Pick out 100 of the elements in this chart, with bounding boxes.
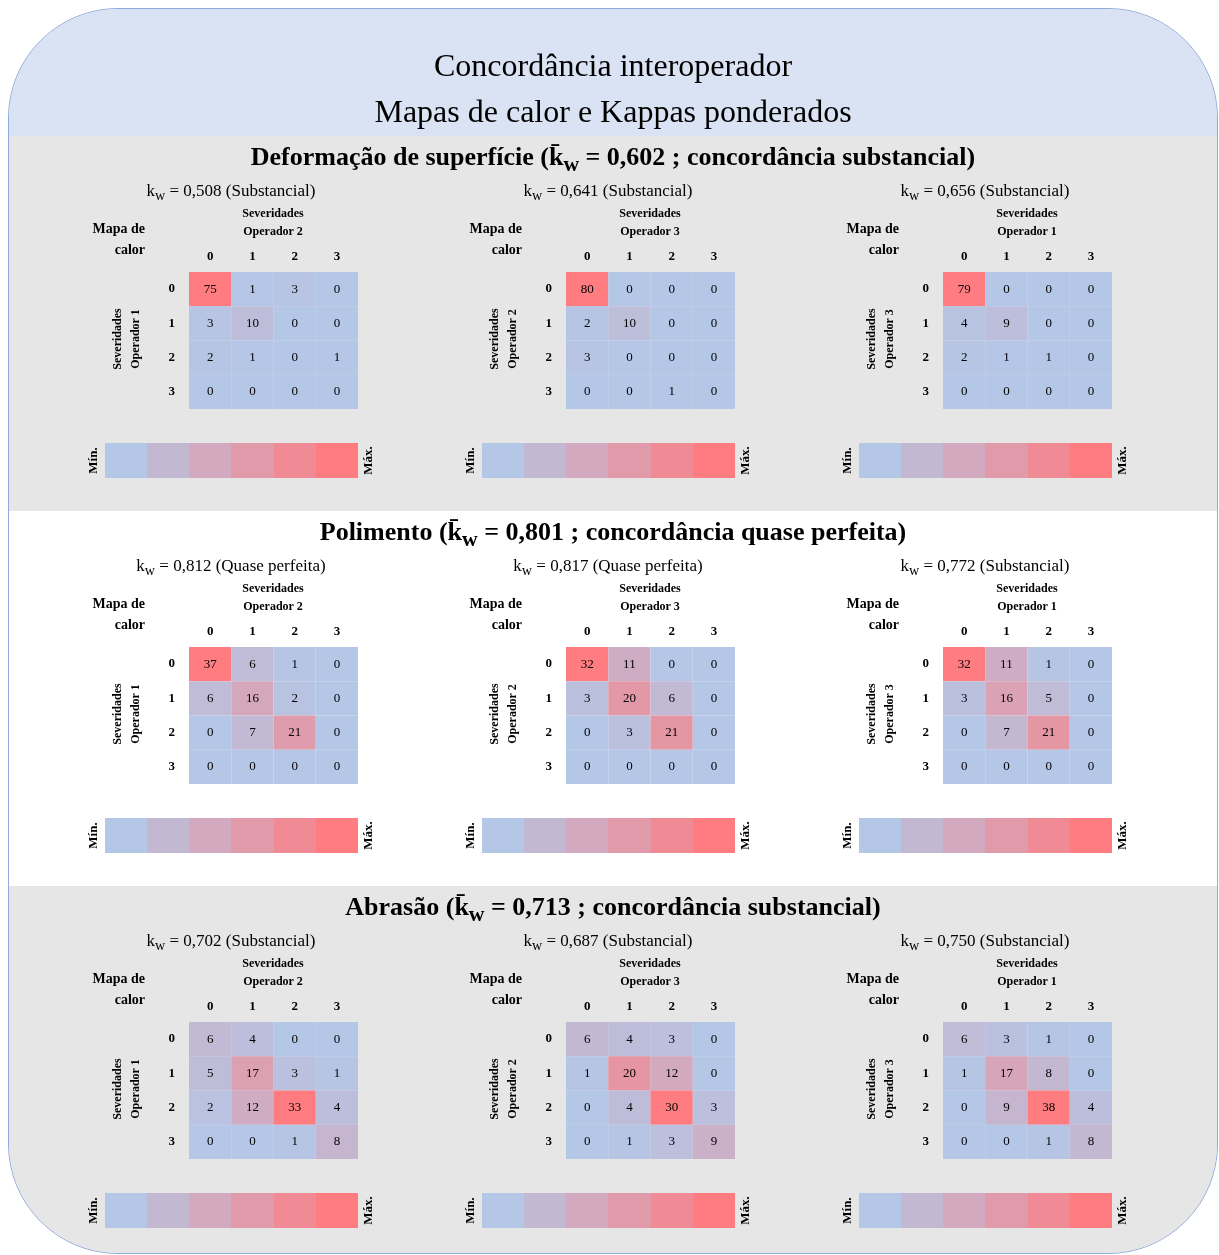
data-label: 0	[626, 383, 633, 399]
y-axis-title: Severidades Operador 3	[863, 307, 897, 372]
data-label: 4	[333, 1099, 341, 1115]
data-label: 0	[583, 383, 591, 399]
x-tick-label: 3	[333, 247, 341, 263]
x-axis-title: Severidades Operador 2	[241, 955, 305, 990]
data-label: 0	[1045, 758, 1052, 774]
data-label: 0	[710, 689, 718, 705]
y-tick-label: 2	[545, 723, 552, 739]
data-label: 0	[710, 314, 718, 330]
x-tick-label: 2	[668, 247, 675, 263]
y-tick-label: 3	[545, 1133, 553, 1149]
y-tick-label: 3	[545, 758, 553, 774]
data-label: 0	[710, 724, 718, 740]
y-tick-label: 3	[922, 758, 930, 774]
text: Mapa de calor	[468, 595, 522, 634]
text: Mín.	[839, 1197, 855, 1224]
data-label: 17	[245, 1064, 260, 1080]
x-tick-label: 1	[249, 622, 256, 638]
data-label: 2	[206, 1099, 214, 1115]
data-label: 0	[333, 655, 341, 671]
x-axis-title: Severidades Operador 3	[618, 580, 682, 615]
data-label: 0	[626, 758, 633, 774]
data-label: 0	[1045, 314, 1052, 330]
text: Mín.	[85, 822, 101, 849]
data-label: 6	[583, 1030, 591, 1046]
data-label: 0	[668, 349, 675, 365]
data-label: 2	[960, 349, 968, 365]
x-tick-label: 2	[1045, 247, 1052, 263]
x-tick-label: 0	[583, 622, 591, 638]
data-label: 0	[1003, 383, 1010, 399]
x-tick-label: 0	[960, 247, 968, 263]
x-tick-label: 2	[1045, 997, 1052, 1013]
data-label: 3	[583, 689, 591, 705]
chart-subtitle: Deformação de superfície (k̄$_{w}$ = 0,602 ; concordância substancial)	[249, 141, 977, 179]
data-label: 8	[1087, 1133, 1095, 1149]
data-label: 4	[1087, 1099, 1095, 1115]
x-axis-title: Severidades Operador 1	[995, 955, 1059, 990]
y-axis-title: Severidades Operador 2	[486, 682, 520, 747]
data-label: 1	[1045, 349, 1052, 365]
data-label: 0	[668, 314, 675, 330]
x-tick-label: 1	[249, 247, 256, 263]
y-tick-label: 1	[545, 1064, 552, 1080]
data-label: 7	[1003, 724, 1011, 740]
x-tick-label: 3	[710, 997, 718, 1013]
text: Máx.	[360, 1196, 376, 1225]
data-label: 0	[1087, 280, 1095, 296]
text: Máx.	[1114, 821, 1130, 850]
data-label: 0	[333, 1030, 341, 1046]
data-label: 79	[957, 280, 971, 296]
y-tick-label: 0	[168, 1030, 175, 1046]
y-tick-label: 0	[922, 655, 929, 671]
data-label: 0	[1087, 383, 1095, 399]
text: Máx.	[737, 446, 753, 475]
data-label: 5	[1045, 689, 1052, 705]
data-label: 1	[1045, 1030, 1052, 1046]
data-label: 0	[291, 1030, 298, 1046]
data-label: 0	[333, 314, 341, 330]
data-label: 9	[710, 1133, 718, 1149]
text: Mapa de calor	[845, 595, 899, 634]
data-label: 3	[291, 280, 298, 296]
x-tick-label: 2	[668, 997, 675, 1013]
y-tick-label: 0	[922, 1030, 929, 1046]
y-tick-label: 3	[168, 383, 176, 399]
data-label: 6	[960, 1030, 968, 1046]
x-tick-label: 0	[206, 247, 214, 263]
y-axis-title: Severidades Operador 2	[486, 307, 520, 372]
data-label: 0	[583, 724, 591, 740]
text: Mapa de calor	[468, 220, 522, 259]
data-label: 75	[203, 280, 217, 296]
text: Mapa de calor	[91, 595, 145, 634]
y-tick-label: 1	[168, 689, 175, 705]
y-tick-label: 0	[545, 655, 552, 671]
data-label: 3	[710, 1099, 718, 1115]
data-label: 0	[206, 724, 214, 740]
data-label: 0	[710, 1064, 718, 1080]
y-axis-title: Severidades Operador 1	[109, 1057, 143, 1122]
data-label: 1	[333, 1064, 341, 1080]
x-tick-label: 2	[291, 247, 298, 263]
data-label: 12	[665, 1064, 679, 1080]
chart-title: k$_{w}$ = 0,687 (Substancial)	[522, 931, 694, 955]
data-label: 1	[291, 655, 298, 671]
data-label: 11	[1000, 655, 1013, 671]
x-tick-label: 0	[583, 247, 591, 263]
y-tick-label: 2	[168, 348, 175, 364]
y-tick-label: 1	[168, 1064, 175, 1080]
data-label: 1	[960, 1064, 968, 1080]
text: Máx.	[737, 821, 753, 850]
data-label: 1	[668, 383, 675, 399]
data-label: 5	[206, 1064, 214, 1080]
x-axis-title: Severidades Operador 2	[241, 580, 305, 615]
y-tick-label: 1	[922, 314, 929, 330]
data-label: 0	[291, 349, 298, 365]
text: Máx.	[360, 821, 376, 850]
x-tick-label: 3	[1087, 622, 1095, 638]
y-tick-label: 2	[922, 1098, 929, 1114]
data-label: 0	[1087, 349, 1095, 365]
data-label: 11	[623, 655, 636, 671]
data-label: 1	[1045, 1133, 1052, 1149]
data-label: 0	[1087, 314, 1095, 330]
